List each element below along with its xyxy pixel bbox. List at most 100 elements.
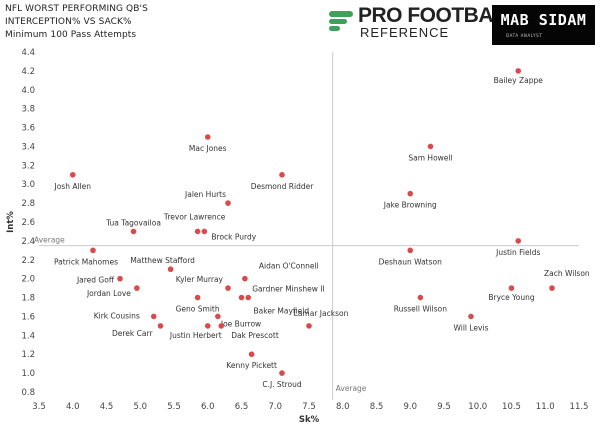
data-point-label: Tua Tagovailoa xyxy=(105,218,161,227)
data-point-label: Matthew Stafford xyxy=(130,256,195,265)
y-tick-label: 2.4 xyxy=(21,237,35,247)
y-tick-label: 3.2 xyxy=(21,161,35,171)
pfr-football-icon xyxy=(329,11,353,31)
data-point-label: Joe Burrow xyxy=(220,319,261,328)
data-point xyxy=(238,294,245,301)
data-point-label: Patrick Mahomes xyxy=(54,257,118,266)
data-point xyxy=(306,323,312,329)
x-tick-label: 6.5 xyxy=(235,402,249,412)
x-tick-label: 4.0 xyxy=(66,402,80,412)
data-point-label: Will Levis xyxy=(454,323,489,332)
x-tick-label: 8.0 xyxy=(336,402,350,412)
x-axis-title: Sk% xyxy=(299,415,320,425)
data-point-label: Aidan O'Connell xyxy=(259,262,319,271)
data-point xyxy=(90,247,96,254)
data-point-label: Kirk Cousins xyxy=(94,311,140,320)
data-point-label: Justin Herbert xyxy=(169,331,222,340)
pro-football-reference-logo: PRO FOOTBALL REFERENCE xyxy=(328,3,518,40)
y-tick-label: 4.2 xyxy=(21,67,35,77)
data-point-label: Jordan Love xyxy=(86,289,131,298)
data-point xyxy=(117,275,123,282)
data-point xyxy=(279,171,285,178)
x-tick-label: 7.0 xyxy=(268,402,282,412)
data-point-label: Mac Jones xyxy=(189,144,227,153)
x-tick-label: 6.0 xyxy=(201,402,215,412)
data-point xyxy=(157,323,164,329)
average-label-horizontal: Average xyxy=(34,236,65,245)
pfr-logo-line1: PRO FOOTBALL xyxy=(358,4,518,27)
data-point xyxy=(515,238,522,244)
x-tick-label: 9.0 xyxy=(403,402,417,412)
data-point-label: Justin Fields xyxy=(495,248,540,257)
chart-title-line2: INTERCEPTION% VS SACK% xyxy=(5,17,132,27)
mab-logo-sub: DATA ANALYST xyxy=(506,33,543,38)
data-point xyxy=(204,323,211,329)
data-point xyxy=(130,228,137,235)
data-point xyxy=(515,68,522,74)
data-point xyxy=(225,285,231,291)
y-tick-label: 1.8 xyxy=(21,294,35,304)
average-label-vertical: Average xyxy=(336,384,367,393)
y-tick-label: 1.4 xyxy=(21,331,35,341)
data-point-label: C.J. Stroud xyxy=(262,380,302,389)
data-point-label: Desmond Ridder xyxy=(251,182,315,191)
data-point-label: Geno Smith xyxy=(176,305,220,314)
data-point-label: Jared Goff xyxy=(76,276,115,285)
data-point-label: Josh Allen xyxy=(53,182,91,191)
data-point xyxy=(417,294,424,301)
data-point xyxy=(150,313,157,320)
data-point xyxy=(215,313,221,320)
y-tick-label: 0.8 xyxy=(21,388,35,398)
x-tick-label: 10.5 xyxy=(502,402,521,412)
chart-title-line1: NFL WORST PERFORMING QB'S xyxy=(5,4,148,14)
mab-logo-name: MAB SIDAM xyxy=(500,11,587,29)
y-tick-label: 2.8 xyxy=(21,199,35,209)
mab-sidam-logo: MAB SIDAM DATA ANALYST xyxy=(492,5,595,45)
data-point xyxy=(218,323,225,329)
data-point xyxy=(167,266,174,273)
y-axis-title: Int% xyxy=(6,211,16,233)
x-tick-label: 5.0 xyxy=(133,402,147,412)
data-point-label: Jalen Hurts xyxy=(184,190,226,199)
data-point-label: Bryce Young xyxy=(488,293,534,302)
y-tick-label: 1.0 xyxy=(21,369,35,379)
data-point xyxy=(508,285,515,291)
x-tick-label: 3.5 xyxy=(32,402,46,412)
y-tick-label: 1.6 xyxy=(21,312,35,322)
data-point-label: Gardner Minshew II xyxy=(252,285,324,294)
x-tick-label: 10.0 xyxy=(468,402,487,412)
x-tick-label: 11.5 xyxy=(570,402,589,412)
data-point xyxy=(248,351,255,358)
data-point-label: Zach Wilson xyxy=(544,269,590,278)
x-tick-label: 9.5 xyxy=(437,402,451,412)
y-tick-label: 3.8 xyxy=(21,105,35,115)
data-point xyxy=(225,200,231,206)
chart-subtitle: Minimum 100 Pass Attempts xyxy=(5,30,137,40)
y-tick-label: 3.4 xyxy=(21,142,35,152)
data-point-label: Dak Prescott xyxy=(231,331,279,340)
data-point-label: Trevor Lawrence xyxy=(163,212,226,221)
data-point xyxy=(279,370,285,376)
data-point xyxy=(245,294,252,301)
data-point xyxy=(407,247,414,254)
data-point xyxy=(204,134,211,140)
data-point-label: Sam Howell xyxy=(408,153,452,162)
data-point-label: Lamar Jackson xyxy=(294,309,349,318)
y-tick-label: 4.0 xyxy=(21,86,35,96)
y-tick-label: 4.4 xyxy=(21,48,35,58)
y-tick-label: 3.0 xyxy=(21,180,35,190)
data-point-label: Bailey Zappe xyxy=(494,76,544,85)
y-tick-label: 1.2 xyxy=(21,350,35,360)
data-point-label: Kyler Murray xyxy=(176,275,224,284)
data-point-label: Russell Wilson xyxy=(394,305,448,314)
data-point xyxy=(134,285,140,291)
data-point xyxy=(407,190,414,197)
data-point xyxy=(194,294,201,301)
data-point-label: Derek Carr xyxy=(112,329,153,338)
data-point xyxy=(201,228,208,235)
data-point-label: Deshaun Watson xyxy=(379,257,443,266)
x-tick-label: 4.5 xyxy=(100,402,114,412)
y-tick-label: 2.6 xyxy=(21,218,35,228)
x-tick-label: 7.5 xyxy=(302,402,316,412)
